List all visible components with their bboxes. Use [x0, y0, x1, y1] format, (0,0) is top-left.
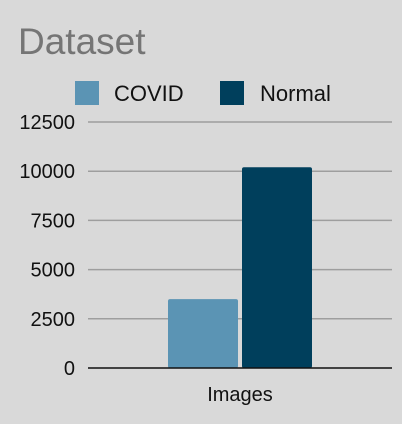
legend-label-normal: Normal — [260, 81, 331, 106]
bar-normal — [242, 167, 312, 368]
y-axis-ticks: 0 2500 5000 7500 10000 12500 — [19, 112, 75, 380]
y-tick-label: 12500 — [19, 112, 75, 134]
y-tick-label: 7500 — [31, 210, 76, 232]
chart-title: Dataset — [18, 21, 146, 62]
x-tick-label: Images — [207, 384, 273, 406]
bar-covid — [168, 299, 238, 368]
legend-label-covid: COVID — [114, 81, 184, 106]
y-tick-label: 5000 — [31, 260, 76, 282]
y-tick-label: 0 — [64, 358, 75, 380]
legend-swatch-covid — [75, 81, 99, 105]
bars — [168, 167, 312, 368]
y-tick-label: 2500 — [31, 309, 76, 331]
y-tick-label: 10000 — [19, 161, 75, 183]
legend-swatch-normal — [220, 81, 244, 105]
x-axis-labels: Images — [207, 384, 273, 406]
gridlines — [88, 121, 392, 320]
legend: COVID Normal — [75, 81, 331, 106]
